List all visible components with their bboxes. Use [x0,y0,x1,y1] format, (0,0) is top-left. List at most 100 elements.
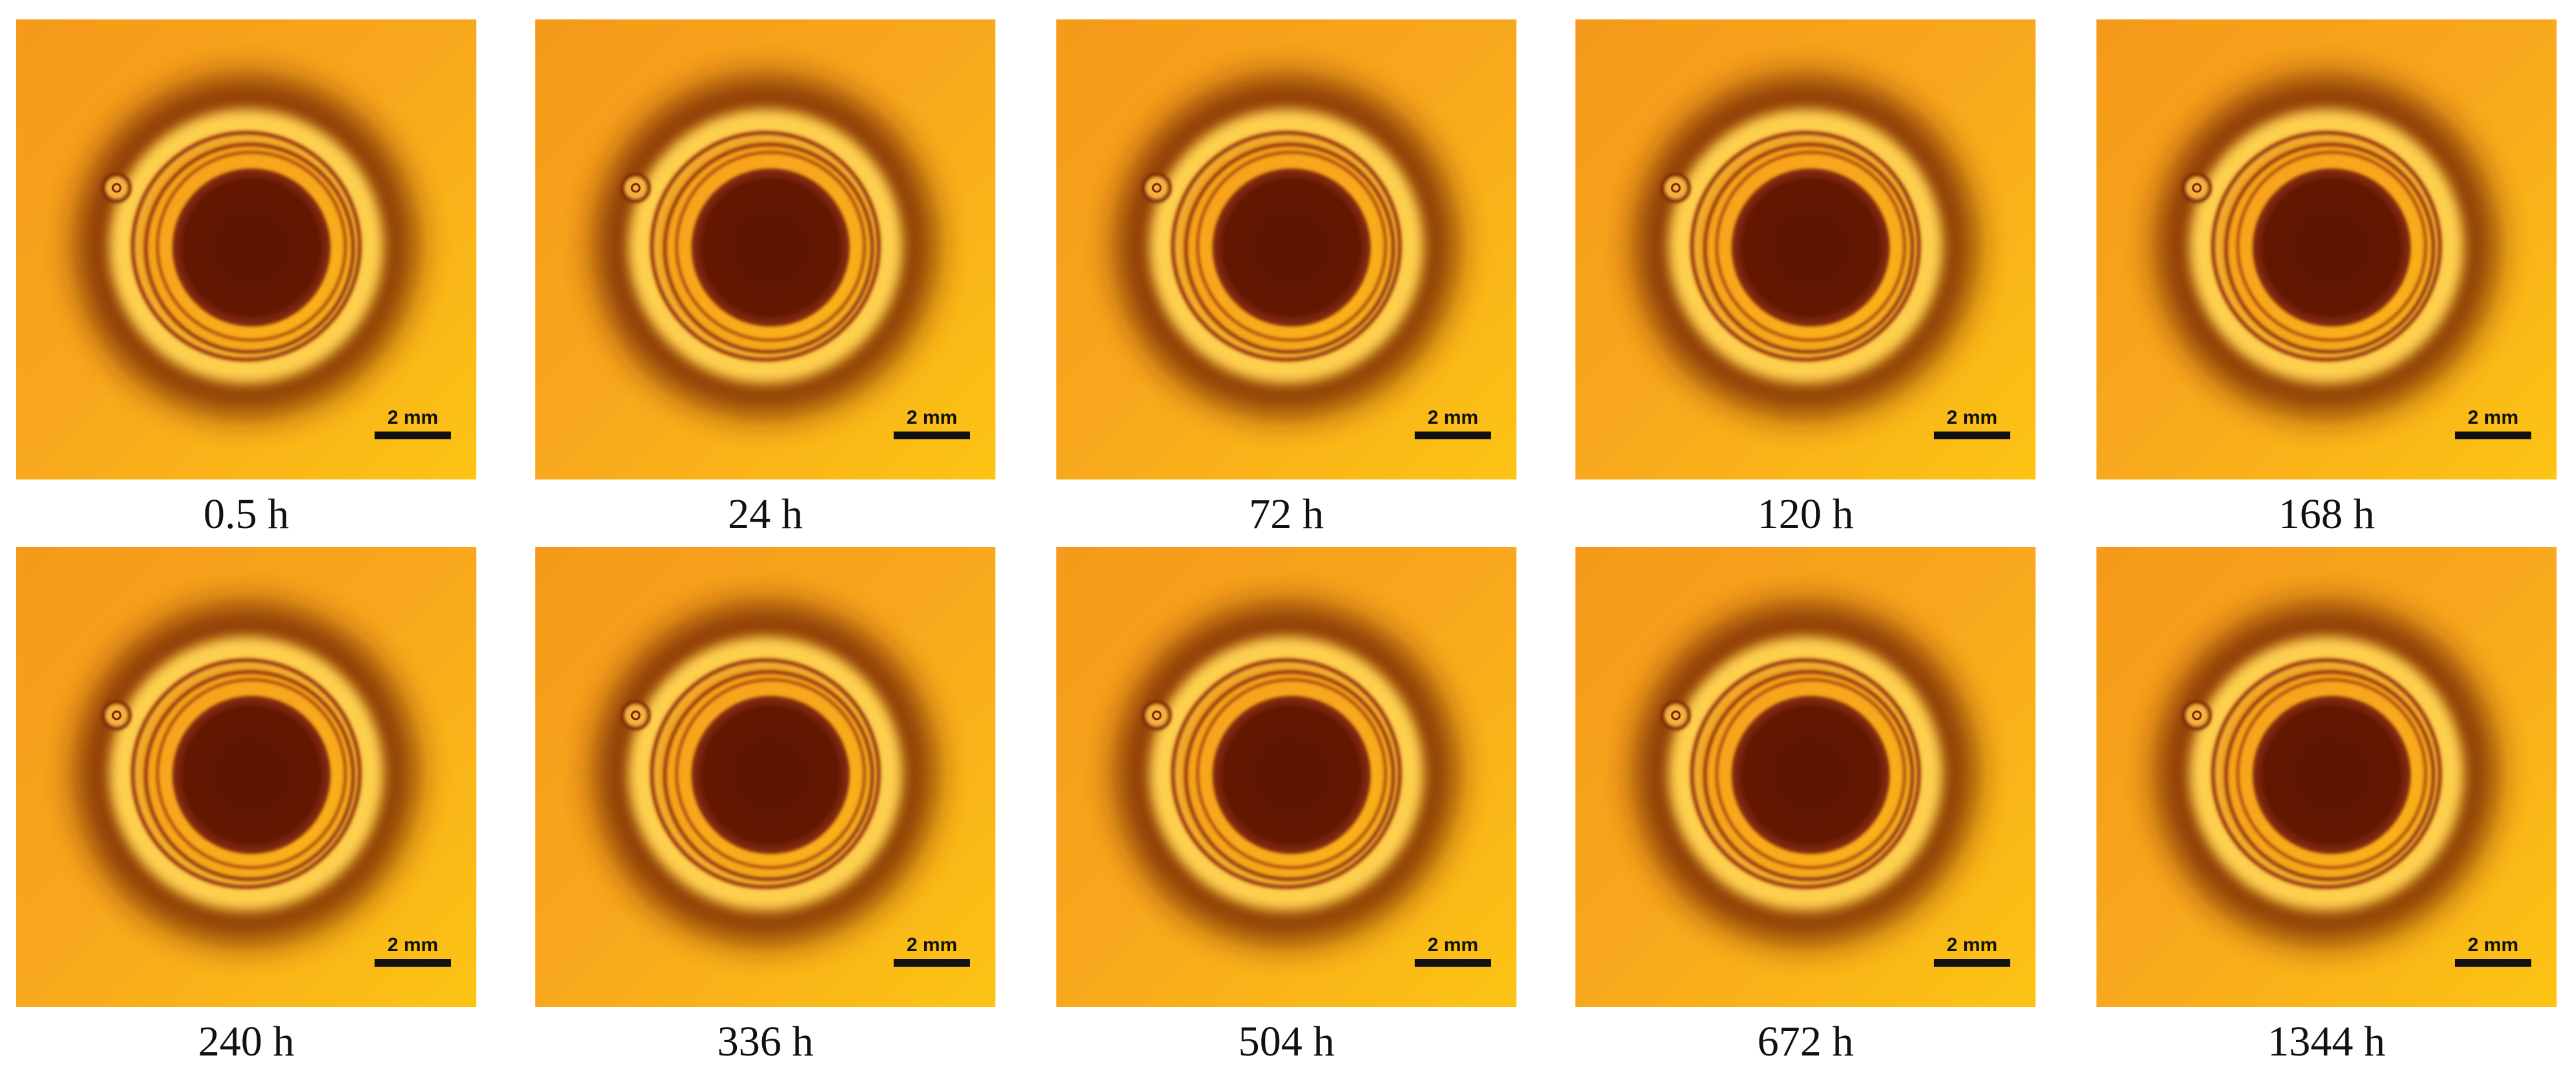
scale-bar [1934,959,2010,967]
image-panel: 2 mm 0.5 h [16,19,476,538]
small-loop [102,173,132,203]
dark-core [172,168,331,327]
small-loop [2182,173,2212,203]
scale-bar [375,959,451,967]
ring-line [2236,678,2427,869]
scale-bar [375,432,451,439]
dark-core [691,168,850,327]
ring-line [156,151,347,341]
scale-bar-label: 2 mm [907,934,957,956]
bright-ring [2190,110,2463,382]
bright-ring [110,110,382,382]
ring-line [650,658,881,889]
small-loop-center [631,710,641,721]
ring-line [1703,670,1914,881]
scale-bar-label: 2 mm [388,934,438,956]
image-panel: 2 mm 504 h [1056,547,1516,1065]
scale-bar-label: 2 mm [388,407,438,428]
small-loop [1661,700,1691,730]
ring-line [1196,151,1387,341]
scale-bar [2455,432,2531,439]
outer-dark-ring [1118,78,1455,415]
bright-ring [629,110,901,382]
outer-dark-ring [597,605,934,942]
scale-bar [2455,959,2531,967]
scale-bar-label: 2 mm [1428,407,1478,428]
small-loop [102,700,132,730]
outer-dark-ring [78,78,415,415]
small-loop [621,173,651,203]
image-panel: 2 mm 672 h [1575,547,2036,1065]
panel-caption: 0.5 h [203,490,289,538]
outer-dark-ring [2158,605,2495,942]
ring-pattern [1118,78,1455,415]
ring-pattern [1637,605,1974,942]
panel-caption: 240 h [198,1018,295,1065]
ring-line [675,151,866,341]
dark-core [2253,168,2411,327]
scale-bar-label: 2 mm [1947,407,1997,428]
ring-line [1715,151,1906,341]
small-loop-center [2192,710,2202,721]
ring-line [1690,131,1921,362]
ring-line [1184,143,1395,354]
bright-ring [1669,638,1942,910]
small-loop-center [2192,183,2202,193]
ring-line [1171,658,1402,889]
ring-line [2211,658,2442,889]
ring-line [1690,658,1921,889]
bright-ring [1669,110,1942,382]
scale-bar-label: 2 mm [1947,934,1997,956]
ring-line [156,678,347,869]
ring-line [2236,151,2427,341]
panel-caption: 24 h [728,490,803,538]
scale-bar [1415,432,1491,439]
ring-line [663,670,874,881]
image-panel: 2 mm 168 h [2096,19,2557,538]
small-loop [1142,700,1172,730]
ring-pattern [2158,78,2495,415]
ring-line [650,131,881,362]
small-loop [2182,700,2212,730]
ring-line [1715,678,1906,869]
small-loop-center [1152,710,1162,721]
bright-ring [1150,110,1422,382]
ring-line [144,670,355,881]
scale-bar [894,959,970,967]
scale-bar-label: 2 mm [2468,934,2518,956]
small-loop-center [1152,183,1162,193]
scale-bar [894,432,970,439]
panel-caption: 672 h [1758,1018,1854,1065]
panel-caption: 120 h [1758,490,1854,538]
scale-bar [1934,432,2010,439]
dark-core [172,696,331,854]
small-loop [1661,173,1691,203]
dark-core [1732,168,1890,327]
ring-line [131,658,362,889]
ring-line [131,131,362,362]
outer-dark-ring [1118,605,1455,942]
bright-ring [629,638,901,910]
scale-bar-label: 2 mm [907,407,957,428]
ring-line [2211,131,2442,362]
small-loop-center [1671,710,1681,721]
ring-line [144,143,355,354]
outer-dark-ring [78,605,415,942]
ring-line [1171,131,1402,362]
dark-core [1213,168,1371,327]
image-panel: 2 mm 24 h [535,19,995,538]
scale-bar-label: 2 mm [1428,934,1478,956]
bright-ring [2190,638,2463,910]
panel-caption: 72 h [1249,490,1324,538]
outer-dark-ring [597,78,934,415]
small-loop-center [631,183,641,193]
ring-pattern [597,78,934,415]
panel-caption: 504 h [1238,1018,1335,1065]
small-loop-center [1671,183,1681,193]
ring-pattern [1118,605,1455,942]
ring-pattern [78,605,415,942]
ring-line [675,678,866,869]
outer-dark-ring [1637,605,1974,942]
image-panel: 2 mm 72 h [1056,19,1516,538]
dark-core [1213,696,1371,854]
